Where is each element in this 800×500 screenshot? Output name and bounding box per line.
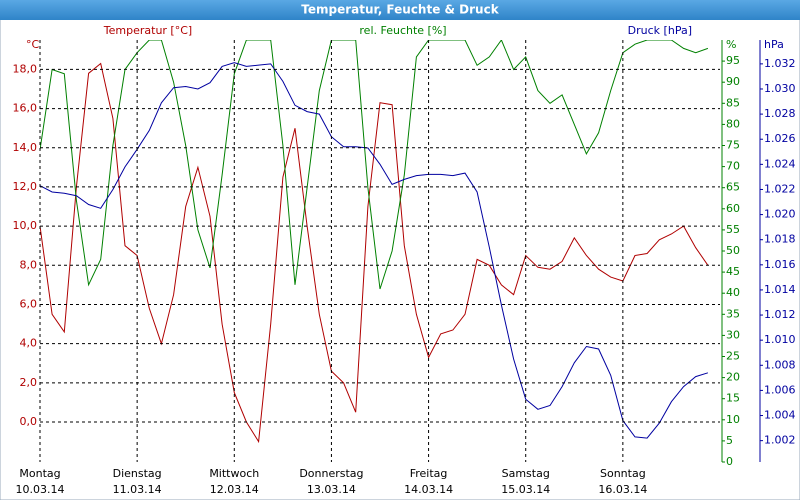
x-tick-label: Dienstag [113,467,162,480]
y2-tick-label: 20 [726,371,740,384]
y3-tick-label: 1.028 [764,107,796,120]
y-tick-label: 8,0 [20,258,38,271]
x-tick-sublabel: 15.03.14 [501,483,550,496]
y3-tick-label: 1.012 [764,308,796,321]
plot-area [40,40,709,444]
y3-tick-label: 1.022 [764,182,796,195]
x-tick-sublabel: 13.03.14 [307,483,356,496]
y3-tick-label: 1.024 [764,157,796,170]
y2-tick-label: 80 [726,117,740,130]
y-tick-label: 0,0 [20,415,38,428]
series-line [40,62,709,444]
y2-tick-label: 95 [726,54,740,67]
y2-tick-label: 60 [726,202,740,215]
legend-entry: Temperatur [°C] [103,24,192,37]
x-tick-sublabel: 16.03.14 [598,483,647,496]
y2-tick-label: 30 [726,328,740,341]
y-unit: °C [26,38,40,51]
x-tick-label: Donnerstag [299,467,363,480]
y-tick-label: 10,0 [13,219,38,232]
y3-tick-label: 1.008 [764,358,796,371]
x-tick-label: Montag [19,467,60,480]
y3-tick-label: 1.020 [764,208,796,221]
x-tick-label: Samstag [502,467,550,480]
y2-tick-label: 70 [726,160,740,173]
y3-unit: hPa [764,38,784,51]
y-tick-label: 18,0 [13,62,38,75]
y2-tick-label: 25 [726,350,740,363]
y3-tick-label: 1.030 [764,82,796,95]
y-tick-label: 6,0 [20,297,38,310]
y-tick-label: 16,0 [13,102,38,115]
y3-tick-label: 1.016 [764,258,796,271]
y2-tick-label: 5 [726,434,733,447]
y3-tick-label: 1.014 [764,283,796,296]
y2-tick-label: 10 [726,413,740,426]
legend-entry: rel. Feuchte [%] [359,24,446,37]
y2-tick-label: 15 [726,392,740,405]
y-tick-label: 4,0 [20,337,38,350]
y2-unit: % [726,38,736,51]
y3-tick-label: 1.010 [764,333,796,346]
y3-tick-label: 1.018 [764,233,796,246]
y2-tick-label: 75 [726,139,740,152]
x-tick-sublabel: 12.03.14 [210,483,259,496]
y-tick-label: 2,0 [20,376,38,389]
y2-tick-label: 0 [726,455,733,468]
x-tick-label: Freitag [410,467,448,480]
y2-tick-label: 55 [726,223,740,236]
y-tick-label: 14,0 [13,141,38,154]
series-line [40,40,709,290]
y2-tick-label: 65 [726,181,740,194]
x-tick-label: Mittwoch [209,467,259,480]
x-tick-label: Sonntag [600,467,646,480]
y2-tick-label: 40 [726,286,740,299]
y2-tick-label: 45 [726,265,740,278]
x-tick-sublabel: 11.03.14 [113,483,162,496]
y2-tick-label: 90 [726,75,740,88]
x-tick-sublabel: 14.03.14 [404,483,453,496]
chart-title: Temperatur, Feuchte & Druck [301,3,499,17]
y3-tick-label: 1.006 [764,383,796,396]
y2-tick-label: 50 [726,244,740,257]
y2-tick-label: 35 [726,307,740,320]
series-line [40,62,709,439]
y-tick-label: 12,0 [13,180,38,193]
legend-entry: Druck [hPa] [628,24,692,37]
y3-tick-label: 1.002 [764,434,796,447]
y3-tick-label: 1.004 [764,409,796,422]
y3-tick-label: 1.032 [764,57,796,70]
x-tick-sublabel: 10.03.14 [16,483,65,496]
title-bar [0,0,800,20]
y2-tick-label: 85 [726,96,740,109]
y3-tick-label: 1.026 [764,132,796,145]
